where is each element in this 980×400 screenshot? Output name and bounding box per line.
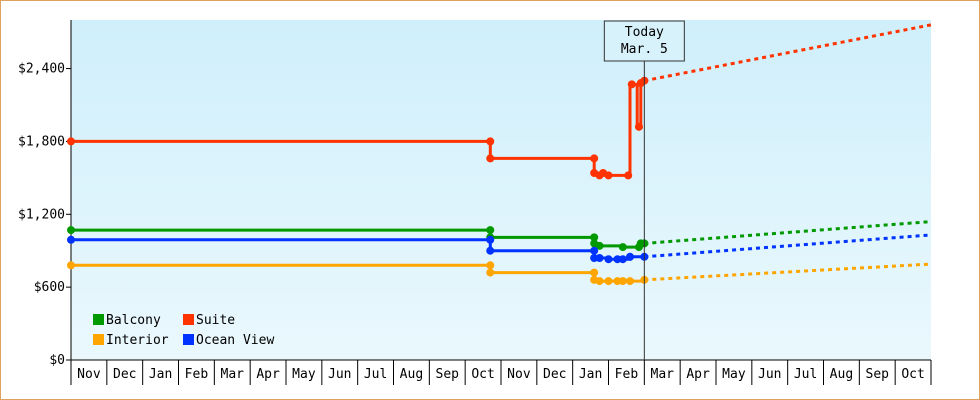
data-point-interior bbox=[618, 277, 627, 286]
data-point-balcony bbox=[67, 226, 75, 235]
x-tick-label: Jun bbox=[758, 367, 781, 382]
data-point-balcony bbox=[486, 226, 495, 235]
x-tick-label: Aug bbox=[830, 367, 853, 382]
data-point-ocean-view bbox=[618, 255, 627, 264]
data-point-balcony bbox=[590, 233, 599, 242]
x-tick-label: Jun bbox=[328, 367, 351, 382]
x-tick-label: Oct bbox=[901, 367, 924, 382]
data-point-ocean-view bbox=[67, 235, 75, 244]
data-point-interior bbox=[604, 277, 613, 286]
legend-label-ocean-view: Ocean View bbox=[196, 333, 274, 348]
x-tick-label: Mar bbox=[651, 367, 675, 382]
x-tick-label: Dec bbox=[543, 367, 566, 382]
x-tick-label: May bbox=[292, 367, 316, 382]
x-tick-label: Jan bbox=[149, 367, 172, 382]
x-axis: Nov Dec Jan Feb Mar Apr May Jun Jul Aug Sep Oct Nov D… bbox=[70, 359, 932, 385]
legend-label-balcony: Balcony bbox=[106, 313, 161, 328]
data-point-suite bbox=[486, 137, 495, 146]
today-marker: Today Mar. 5 bbox=[603, 20, 685, 360]
data-point-ocean-view bbox=[486, 246, 495, 255]
legend-label-interior: Interior bbox=[106, 333, 169, 348]
data-point-suite bbox=[627, 80, 636, 89]
data-point-interior bbox=[486, 261, 495, 270]
x-tick-label: Jan bbox=[579, 367, 602, 382]
y-tick-label: $1,800 bbox=[18, 134, 65, 149]
today-date-label: Mar. 5 bbox=[621, 42, 668, 57]
data-point-suite bbox=[590, 154, 599, 163]
data-point-suite bbox=[486, 154, 495, 163]
legend: Balcony Suite Interior Ocean View bbox=[93, 313, 274, 348]
today-box bbox=[603, 20, 685, 62]
x-tick-label: Apr bbox=[686, 367, 710, 382]
data-point-balcony bbox=[618, 243, 627, 252]
plot-area bbox=[71, 20, 931, 360]
data-point-interior bbox=[486, 268, 495, 277]
y-tick-label: $1,200 bbox=[18, 207, 65, 222]
x-tick-label: Oct bbox=[471, 367, 494, 382]
data-point-ocean-view bbox=[590, 246, 599, 255]
y-axis: $0 $600 $1,200 $1,800 $2,400 bbox=[18, 20, 72, 368]
x-tick-label: Nov bbox=[77, 367, 101, 382]
x-tick-label: Mar bbox=[221, 367, 245, 382]
legend-swatch-suite bbox=[183, 314, 194, 325]
x-tick-label: Dec bbox=[113, 367, 136, 382]
data-point-suite bbox=[634, 122, 643, 131]
y-tick-label: $0 bbox=[49, 353, 65, 368]
legend-label-suite: Suite bbox=[196, 313, 235, 328]
data-point-ocean-view bbox=[626, 252, 634, 261]
x-tick-label: Nov bbox=[507, 367, 531, 382]
x-tick-label: May bbox=[722, 367, 746, 382]
x-tick-label: Aug bbox=[400, 367, 423, 382]
data-point-interior bbox=[67, 261, 75, 270]
y-tick-label: $600 bbox=[34, 280, 65, 295]
x-tick-label: Jul bbox=[364, 367, 387, 382]
data-point-suite bbox=[67, 137, 75, 146]
data-point-ocean-view bbox=[595, 254, 604, 262]
x-tick-label: Sep bbox=[436, 367, 460, 382]
x-tick-label: Feb bbox=[185, 367, 209, 382]
series-forecast-suite bbox=[644, 23, 932, 83]
x-tick-label: Jul bbox=[794, 367, 817, 382]
data-point-suite bbox=[624, 171, 633, 180]
legend-swatch-ocean-view bbox=[183, 334, 194, 345]
x-tick-label: Sep bbox=[866, 367, 890, 382]
legend-swatch-interior bbox=[93, 334, 104, 345]
legend-swatch-balcony bbox=[93, 314, 104, 325]
data-point-interior bbox=[590, 268, 599, 277]
data-point-suite bbox=[604, 171, 613, 180]
data-point-ocean-view bbox=[604, 255, 613, 264]
x-tick-label: Feb bbox=[615, 367, 639, 382]
data-point-balcony bbox=[595, 241, 604, 250]
x-tick-label: Apr bbox=[256, 367, 280, 382]
data-point-interior bbox=[626, 277, 634, 286]
y-tick-label: $2,400 bbox=[18, 62, 65, 77]
today-label: Today bbox=[625, 25, 664, 40]
data-point-ocean-view bbox=[486, 235, 495, 244]
data-point-interior bbox=[595, 277, 604, 286]
